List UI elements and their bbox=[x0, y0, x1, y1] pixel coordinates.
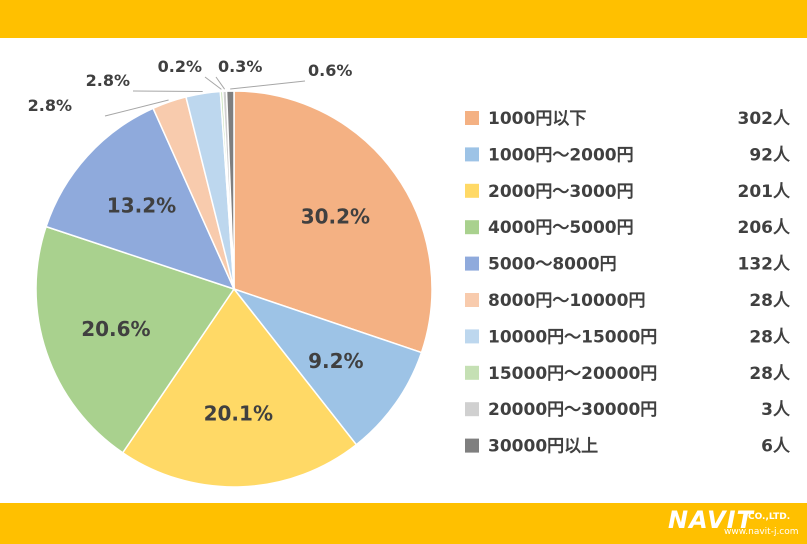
legend-count: 28人 bbox=[749, 364, 791, 384]
leader-line bbox=[132, 90, 203, 92]
legend-count: 6人 bbox=[761, 437, 791, 457]
legend-label: 5000～8000円 bbox=[488, 255, 617, 275]
top-banner bbox=[0, 0, 807, 38]
legend-swatch bbox=[465, 329, 479, 344]
legend-swatch bbox=[465, 293, 479, 307]
slice-percent-label: 2.8% bbox=[28, 96, 72, 115]
slice-percent-label: 20.1% bbox=[204, 402, 273, 426]
legend-count: 92人 bbox=[749, 145, 791, 165]
logo-url: www.navit-j.com bbox=[724, 527, 799, 537]
leader-lines bbox=[104, 76, 306, 117]
pie-slice bbox=[45, 107, 236, 291]
legend-swatch bbox=[465, 111, 479, 125]
logo-wordmark: NAVIT bbox=[668, 506, 754, 534]
leader-line bbox=[215, 76, 226, 90]
legend-swatch bbox=[465, 183, 479, 198]
legend-label: 20000円～30000円 bbox=[488, 400, 657, 420]
slice-percent-label: 20.6% bbox=[81, 317, 150, 341]
legend-label: 30000円以上 bbox=[488, 437, 598, 457]
pie-slice bbox=[121, 287, 358, 488]
pie-slice bbox=[233, 90, 433, 354]
legend-swatch bbox=[465, 402, 479, 417]
legend-count: 28人 bbox=[749, 327, 791, 347]
slice-percent-label: 30.2% bbox=[301, 204, 370, 228]
legend-label: 1000円以下 bbox=[488, 109, 586, 129]
legend-swatch bbox=[465, 147, 479, 162]
slice-percent-label: 2.8% bbox=[86, 71, 130, 90]
pie-slice bbox=[225, 90, 235, 290]
slice-percent-label: 13.2% bbox=[107, 193, 176, 217]
pie-slices bbox=[35, 90, 433, 488]
legend-label: 2000円～3000円 bbox=[488, 182, 634, 202]
legend-count: 132人 bbox=[738, 255, 791, 275]
pie-slice bbox=[231, 287, 423, 446]
bottom-banner bbox=[0, 503, 807, 544]
logo-company-suffix: CO.,LTD. bbox=[748, 512, 791, 522]
slice-percent-label: 9.2% bbox=[308, 349, 363, 373]
slice-percent-label: 0.2% bbox=[158, 57, 202, 76]
legend: 1000円以下 302人 1000円～2000円 92人 2000円～3000円 201人… bbox=[465, 109, 791, 457]
leader-line bbox=[204, 76, 222, 90]
slice-labels: 30.2% 9.2% 20.1% 20.6% 13.2% 2.8% 2.8% 0.2% 0.3%… bbox=[28, 57, 370, 426]
slice-percent-label: 0.3% bbox=[218, 57, 262, 76]
legend-swatch bbox=[465, 438, 479, 453]
pie-slice bbox=[35, 225, 236, 454]
legend-swatch bbox=[465, 256, 479, 271]
leader-line bbox=[104, 99, 169, 117]
legend-label: 1000円～2000円 bbox=[488, 145, 634, 165]
legend-swatch bbox=[465, 365, 479, 380]
legend-label: 8000円～10000円 bbox=[488, 291, 645, 311]
navit-logo: NAVIT CO.,LTD. www.navit-j.com bbox=[668, 506, 803, 540]
legend-count: 201人 bbox=[738, 182, 791, 202]
legend-label: 4000円～5000円 bbox=[488, 218, 634, 238]
legend-count: 28人 bbox=[749, 291, 791, 311]
legend-swatch bbox=[465, 220, 479, 235]
legend-count: 3人 bbox=[761, 400, 791, 420]
legend-label: 15000円～20000円 bbox=[488, 364, 657, 384]
legend-count: 302人 bbox=[738, 109, 791, 129]
legend-count: 206人 bbox=[738, 218, 791, 238]
legend-label: 10000円～15000円 bbox=[488, 327, 657, 347]
leader-line bbox=[230, 80, 306, 90]
slice-percent-label: 0.6% bbox=[308, 61, 352, 80]
